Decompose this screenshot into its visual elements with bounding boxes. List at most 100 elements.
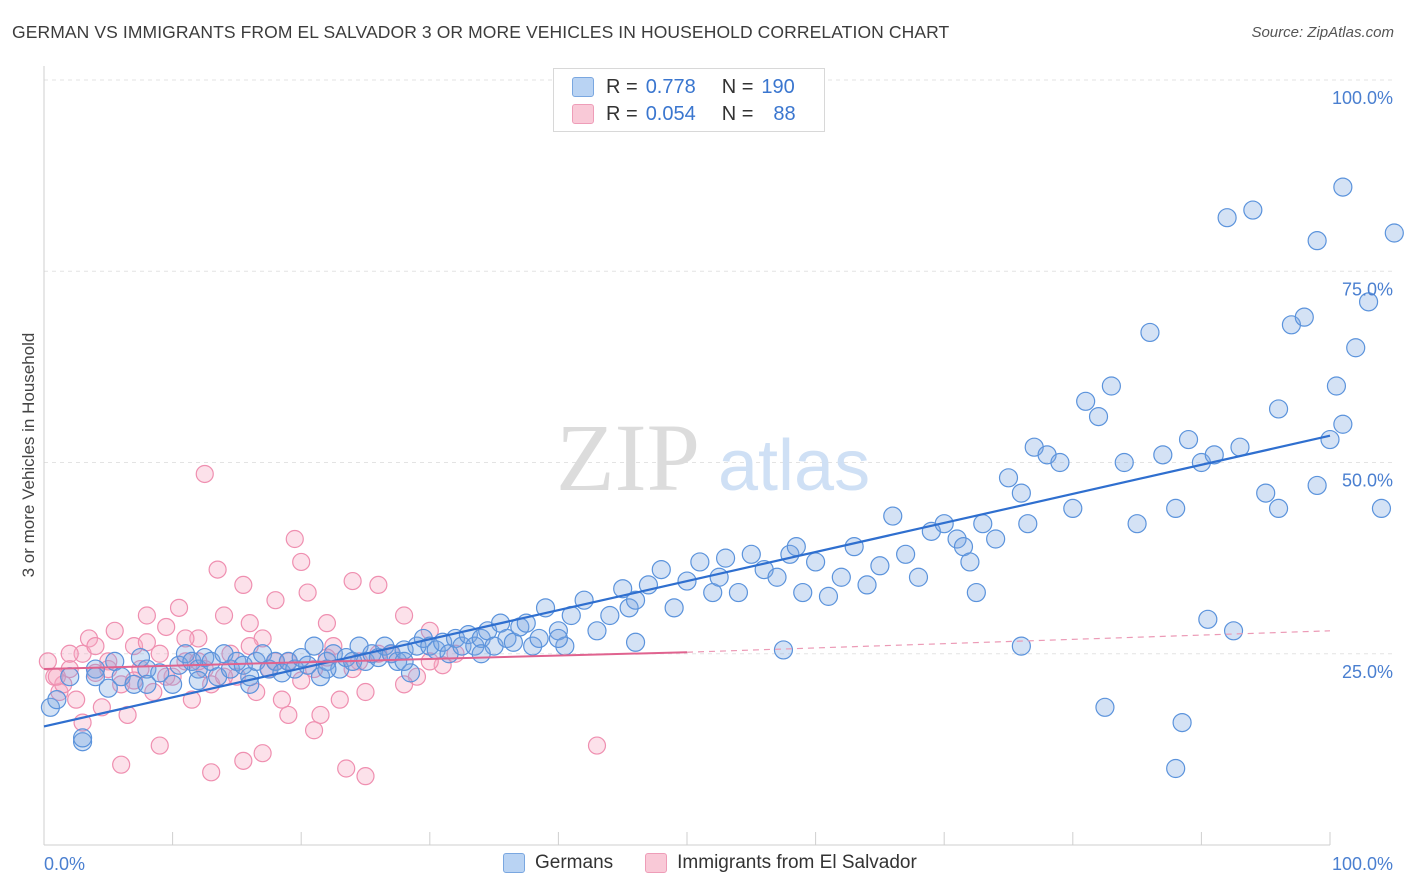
german-point (793, 582, 813, 603)
german-point (465, 636, 485, 656)
german-point (966, 582, 986, 603)
german-point (1204, 445, 1224, 465)
salvador-point (105, 621, 124, 640)
german-point (767, 567, 787, 587)
salvador-point (60, 644, 79, 663)
german-point (1011, 483, 1031, 503)
trend-lines (43, 434, 1331, 728)
german-point (960, 552, 980, 572)
salvador-point (420, 652, 439, 671)
german-point (47, 690, 67, 710)
german-point (1018, 514, 1038, 534)
chart-title: GERMAN VS IMMIGRANTS FROM EL SALVADOR 3 … (12, 22, 950, 42)
german-point (651, 559, 671, 580)
german-point (85, 667, 106, 687)
salvador-point (272, 690, 292, 709)
german-point (728, 582, 749, 603)
salvador-point (86, 636, 105, 656)
german-point (947, 529, 967, 549)
german-point (986, 529, 1006, 549)
german-point (137, 659, 157, 679)
german-point (1011, 636, 1031, 656)
salvador-point (137, 606, 156, 625)
german-point (368, 647, 388, 668)
salvador-point (202, 763, 221, 782)
german-point (1243, 200, 1263, 220)
salvador-point (182, 690, 201, 709)
german-point (1166, 758, 1186, 779)
german-point (137, 674, 157, 694)
salvador-point (343, 571, 362, 591)
german-point (40, 697, 61, 717)
salvador-point (298, 583, 317, 602)
salvador-point (189, 629, 208, 648)
salvador-point (266, 591, 285, 610)
german-point (1256, 483, 1276, 503)
legend-row-germans: R = 0.778 N = 190 (572, 74, 795, 100)
salvador-point (157, 617, 176, 637)
source-label: Source: ZipAtlas.com (1251, 24, 1394, 41)
salvador-point (337, 759, 356, 778)
legend-swatch-salvador (572, 104, 594, 124)
german-point (529, 628, 549, 649)
german-point (1050, 452, 1070, 473)
salvador-point (394, 606, 414, 625)
salvador-point (214, 606, 234, 625)
y-tick-label: 50.0% (1342, 471, 1393, 491)
y-tick-label: 100.0% (1332, 88, 1393, 108)
german-point (1140, 322, 1160, 343)
german-point (1172, 712, 1192, 733)
german-point (587, 621, 607, 641)
german-point (1346, 338, 1366, 358)
german-point (394, 651, 414, 672)
german-point (1333, 414, 1353, 434)
salvador-point (292, 552, 311, 572)
german-point (548, 628, 569, 649)
salvador-point (304, 721, 324, 740)
salvador-point (176, 629, 195, 648)
german-point (883, 506, 903, 526)
german-point (188, 670, 208, 691)
salvador-point (150, 644, 169, 663)
legend-swatch-germans (572, 77, 594, 97)
german-point (1095, 697, 1115, 717)
salvador-point (356, 767, 375, 786)
german-point (818, 586, 839, 606)
salvador-point (208, 560, 227, 579)
salvador-point (38, 652, 57, 671)
german-point (1166, 498, 1186, 518)
german-point (709, 567, 729, 587)
grid (44, 79, 1392, 655)
legend-n-label: N = (721, 75, 754, 98)
german-point (1153, 445, 1173, 465)
salvador-point (356, 682, 375, 702)
legend-r-label: R = (606, 75, 638, 98)
salvador-point (169, 598, 189, 617)
salvador-point (240, 614, 259, 633)
salvador-point (311, 705, 330, 725)
salvador-point (587, 736, 607, 755)
german-point (857, 575, 877, 595)
salvador-point (157, 667, 176, 686)
tick-labels: 25.0% 50.0% 75.0% 100.0% 0.0% 100.0% (44, 88, 1393, 874)
german-point (98, 678, 118, 698)
legend-r-label: R = (606, 102, 638, 125)
german-point (1127, 514, 1147, 534)
german-point (1384, 223, 1404, 243)
german-point (908, 567, 929, 587)
german-point (896, 544, 916, 564)
legend-r-value: 0.054 (645, 102, 696, 125)
german-point (870, 556, 890, 576)
german-point (150, 663, 170, 683)
salvador-point (285, 529, 304, 549)
german-point (773, 640, 794, 660)
german-point (600, 605, 620, 626)
german-point (1178, 429, 1199, 450)
german-point (805, 552, 826, 572)
salvador-trend-line (43, 651, 688, 671)
german-point (1101, 376, 1121, 396)
german-point (1333, 177, 1353, 197)
german-point (973, 514, 993, 534)
salvador-point (279, 705, 298, 725)
